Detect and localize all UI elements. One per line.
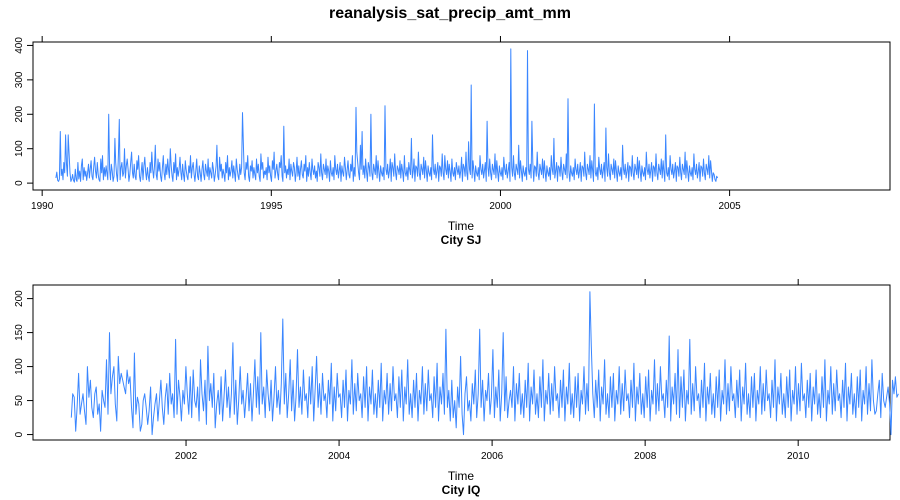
y-tick-label: 100 [14,140,25,157]
y-tick-label: 0 [14,431,25,437]
x-tick-label: 2008 [634,451,657,462]
y-tick-label: 100 [14,358,25,375]
y-tick-label: 300 [14,71,25,88]
panel-0-frame [32,41,891,191]
y-tick-label: 50 [14,395,25,407]
x-tick-label: 2000 [489,201,512,212]
y-tick-label: 200 [14,290,25,307]
panel-0-xlabel: Time [448,219,475,233]
panel-1-title: City IQ [442,483,481,497]
x-tick-label: 2010 [787,451,810,462]
x-tick-label: 1990 [31,201,54,212]
series-line-0-0 [55,48,719,183]
x-tick-label: 2002 [175,451,198,462]
y-tick-label: 200 [14,105,25,122]
series-line-1-0 [70,291,899,436]
x-tick-label: 2006 [481,451,504,462]
x-tick-label: 2005 [718,201,741,212]
panel-city-iq: Time City IQ 2002 2004 2006 2008 2010 0 50 100 1… [14,279,899,497]
panel-0-title: City SJ [441,233,482,247]
x-tick-label: 1995 [260,201,283,212]
x-tick-label: 2004 [328,451,351,462]
y-tick-label: 0 [14,180,25,186]
y-tick-label: 150 [14,324,25,341]
panel-1-xlabel: Time [448,469,475,483]
panel-city-sj: Time City SJ 1990 1995 2000 2005 0 100 200 300 4… [14,36,891,247]
y-tick-label: 400 [14,37,25,54]
panel-1-frame [32,284,891,441]
chart-title: reanalysis_sat_precip_amt_mm [329,5,571,22]
